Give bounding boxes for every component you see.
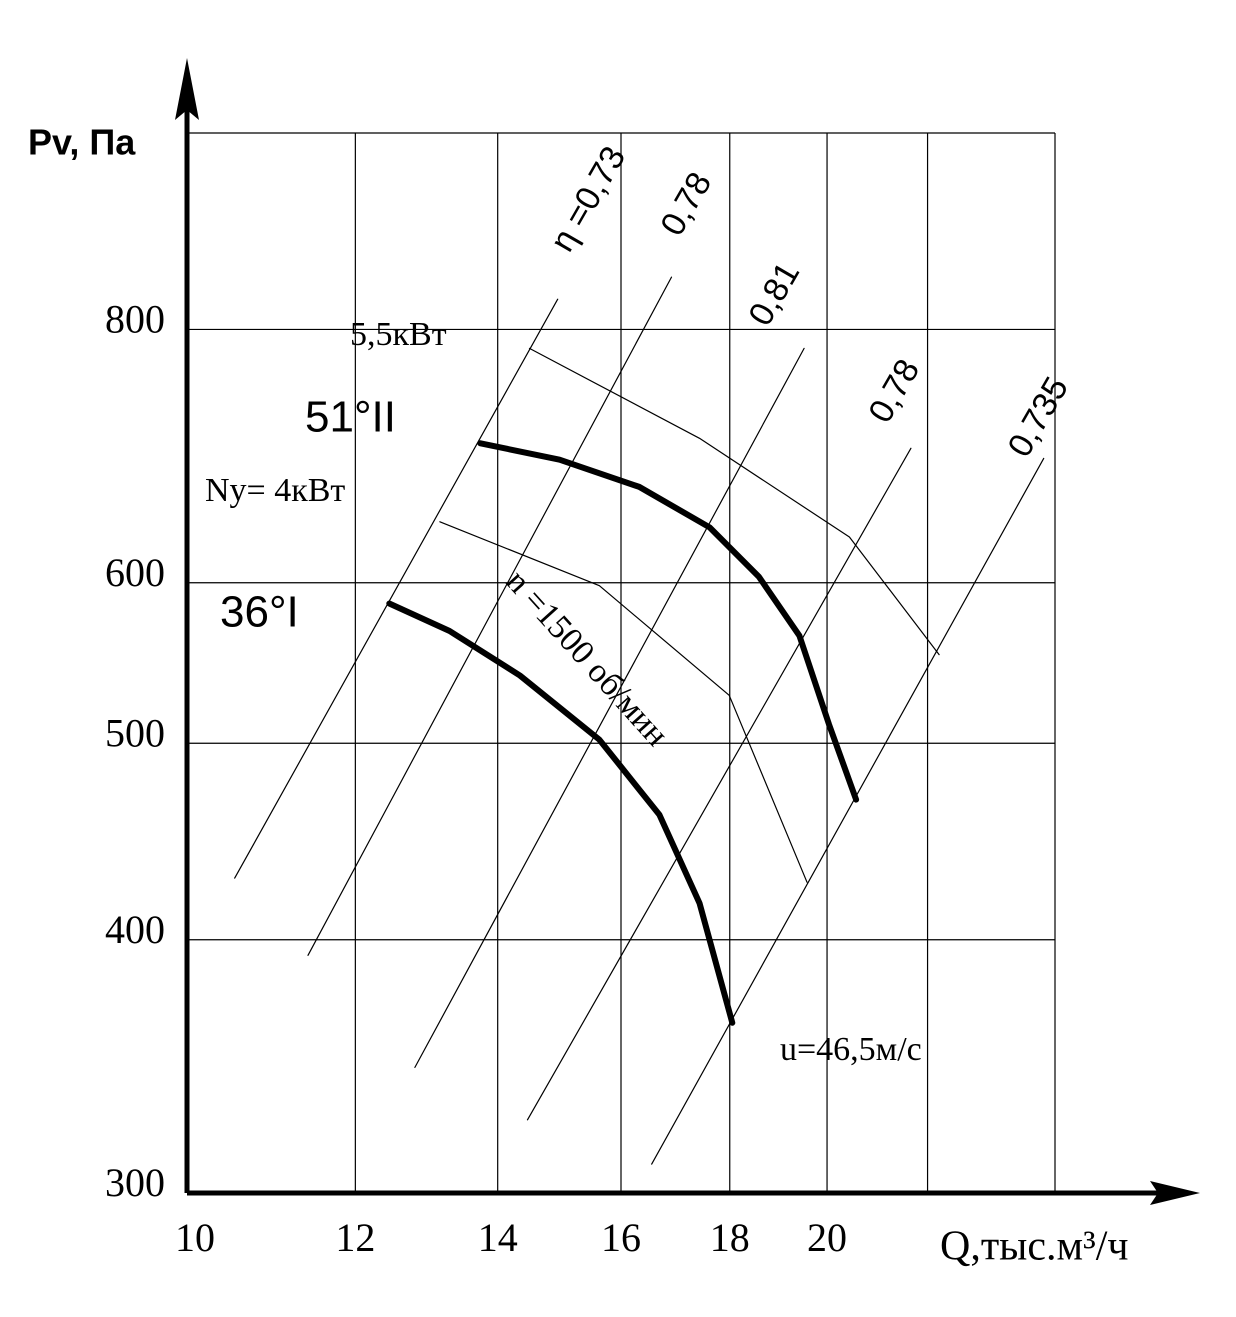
curve-label: 36°I [220, 588, 299, 637]
y-tick-label: 300 [105, 1160, 165, 1205]
x-tick-label: 12 [335, 1215, 375, 1260]
fan-curve [386, 600, 736, 1026]
efficiency-line [307, 276, 673, 956]
efficiency-line [651, 457, 1045, 1165]
efficiency-label: η =0,73 [543, 140, 633, 258]
x-tick-label: 14 [478, 1215, 518, 1260]
y-tick-label: 600 [105, 550, 165, 595]
efficiency-label: 0,735 [1001, 371, 1076, 464]
velocity-label: u=46,5м/с [780, 1031, 922, 1068]
fan-curve [477, 440, 860, 803]
y-axis-label: Pv, Па [28, 122, 136, 163]
curve-label: 51°II [305, 393, 396, 442]
efficiency-label: 0,81 [741, 256, 807, 332]
efficiency-line [414, 347, 805, 1068]
power-line [439, 521, 808, 883]
power-line [528, 347, 940, 656]
power-label: 5,5кВт [350, 316, 447, 353]
x-tick-label: 18 [710, 1215, 750, 1260]
y-axis-arrow [175, 58, 199, 120]
efficiency-label: 0,78 [861, 353, 927, 429]
x-axis-label: Q,тыс.м³/ч [940, 1224, 1129, 1270]
y-tick-label: 800 [105, 297, 165, 342]
speed-label: n =1500 об/мин [499, 563, 676, 753]
power-label: Ny= 4кВт [205, 472, 345, 509]
efficiency-line [234, 298, 559, 879]
x-tick-label: 20 [807, 1215, 847, 1260]
efficiency-line [526, 447, 912, 1121]
efficiency-label: 0,78 [653, 166, 719, 242]
y-tick-label: 500 [105, 710, 165, 755]
x-tick-label: 10 [175, 1215, 215, 1260]
x-axis-arrow [1150, 1181, 1200, 1205]
x-tick-label: 16 [601, 1215, 641, 1260]
y-tick-label: 400 [105, 907, 165, 952]
